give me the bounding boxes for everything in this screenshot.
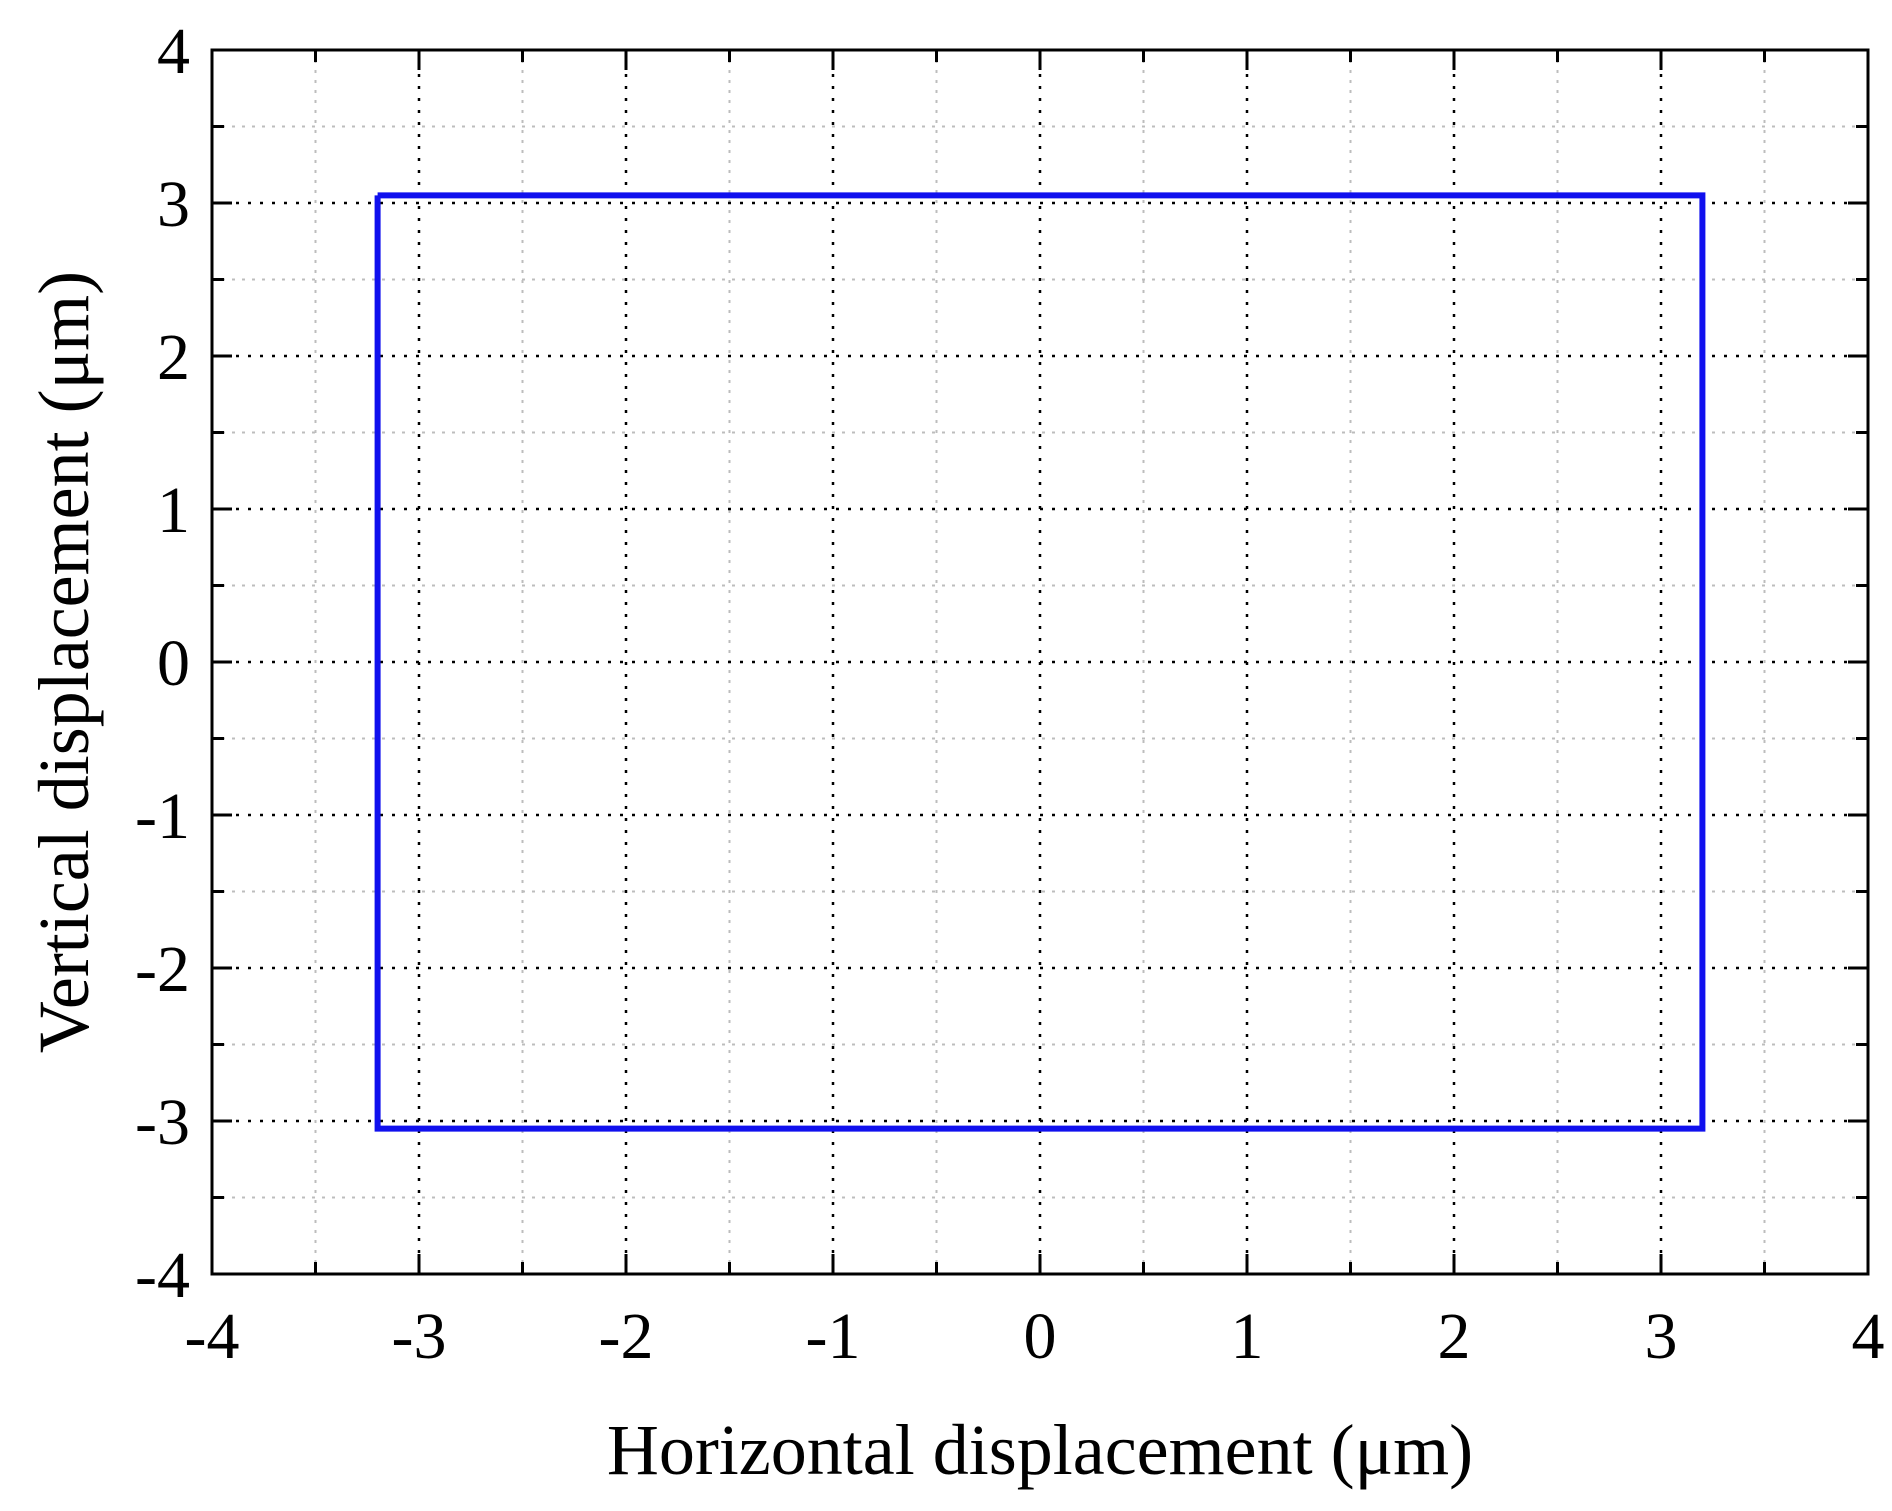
x-tick-label: -2: [599, 1300, 654, 1373]
x-tick-label: 4: [1852, 1300, 1885, 1373]
x-tick-label: -1: [806, 1300, 861, 1373]
y-tick-label: -4: [135, 1239, 190, 1312]
series-line: [374, 192, 1706, 1132]
y-tick-label: 2: [157, 321, 190, 394]
y-tick-label: 1: [157, 474, 190, 547]
x-tick-label: 0: [1024, 1300, 1057, 1373]
grid-layer: [212, 50, 1868, 1274]
x-tick-label: 2: [1438, 1300, 1471, 1373]
y-tick-label: -3: [135, 1086, 190, 1159]
y-tick-label: -2: [135, 933, 190, 1006]
x-tick-label: 3: [1645, 1300, 1678, 1373]
tick-layer: [210, 48, 1870, 1276]
x-tick-label: -4: [185, 1300, 240, 1373]
x-tick-label: 1: [1231, 1300, 1264, 1373]
y-tick-label: 3: [157, 168, 190, 241]
y-tick-label: -1: [135, 780, 190, 853]
x-tick-label: -3: [392, 1300, 447, 1373]
y-axis-label: Vertical displacement (μm): [24, 271, 104, 1053]
y-tick-label: 4: [157, 15, 190, 88]
series-layer: [374, 192, 1706, 1132]
y-tick-label: 0: [157, 627, 190, 700]
x-axis-label: Horizontal displacement (μm): [607, 1410, 1473, 1490]
tick-label-layer: -4 -3 -2 -1 0 1 2 3 4 -4 -3 -2 -1 0 1 2 3 4: [135, 15, 1884, 1373]
